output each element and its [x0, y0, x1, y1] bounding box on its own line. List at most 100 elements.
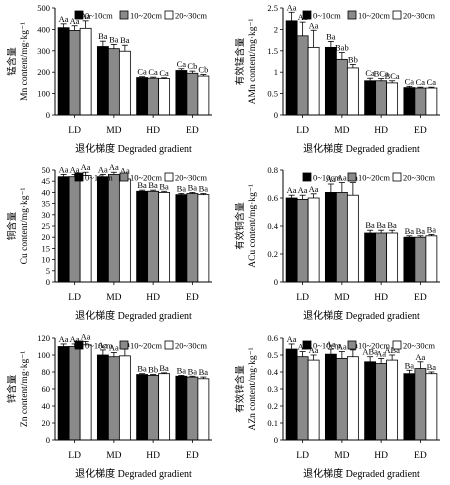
y-tick-label: 0.5: [267, 89, 278, 99]
bar: [158, 78, 171, 116]
bar: [197, 378, 210, 441]
bar: [147, 77, 160, 116]
x-tick-label: LD: [296, 293, 309, 303]
bar: [296, 356, 309, 441]
y-axis-title: AMn content/mg·kg⁻¹: [248, 19, 258, 105]
y-tick-label: 100: [37, 89, 50, 99]
significance-label: Aa: [70, 334, 80, 344]
legend-swatch: [302, 172, 312, 182]
bar: [118, 50, 131, 116]
bar: [386, 359, 399, 441]
y-tick-label: 400: [37, 24, 50, 34]
significance-label: Ba: [326, 31, 336, 41]
significance-label: BCa: [385, 71, 400, 81]
bar: [136, 77, 149, 116]
bar: [335, 191, 348, 283]
bar: [346, 67, 359, 116]
significance-label: Aa: [376, 348, 386, 358]
x-tick-label: ED: [186, 293, 199, 303]
significance-label: Bb: [348, 54, 358, 64]
y-axis-title: Zn content/mg·kg⁻¹: [20, 351, 30, 427]
bar: [324, 353, 337, 441]
legend-swatch: [119, 10, 129, 20]
significance-label: Aa: [337, 173, 347, 183]
bar: [79, 175, 92, 283]
y-tick-label: 5: [46, 266, 50, 276]
y-tick-label: 25: [42, 221, 51, 231]
y-tick-label: 0: [46, 110, 50, 120]
significance-label: Ca: [365, 68, 375, 78]
x-tick-label: HD: [374, 293, 388, 303]
significance-label: Ba: [188, 182, 198, 192]
significance-label: Ba: [427, 362, 437, 372]
y-tick-label: 15: [42, 243, 51, 253]
significance-label: Ba: [427, 224, 437, 234]
significance-label: Aa: [109, 162, 119, 172]
bar: [147, 374, 160, 441]
y-tick-label: 35: [42, 199, 51, 209]
bar: [175, 375, 188, 441]
bar: [386, 82, 399, 116]
bar: [403, 236, 416, 283]
bar: [158, 373, 171, 441]
significance-label: Ba: [159, 363, 169, 373]
y-tick-label: 30: [42, 210, 51, 220]
legend-swatch: [302, 10, 312, 20]
y-axis-title-cn: 有效锌含量: [234, 365, 246, 413]
bar: [96, 46, 109, 116]
significance-label: Ca: [137, 67, 147, 77]
legend-swatch: [392, 340, 402, 350]
y-tick-label: 0.4: [267, 367, 278, 377]
y-tick-label: 0.5: [267, 350, 278, 360]
bar: [68, 346, 81, 441]
legend-label: 20~30cm: [403, 11, 435, 21]
x-tick-label: LD: [296, 451, 309, 461]
significance-label: Aa: [70, 164, 80, 174]
significance-label: Ba: [177, 184, 187, 194]
significance-label: Bb: [148, 365, 158, 375]
y-tick-label: 1: [274, 67, 278, 77]
legend-swatch: [347, 172, 357, 182]
significance-label: Ba: [199, 367, 209, 377]
bar: [307, 46, 320, 116]
significance-label: Aa: [109, 342, 119, 352]
y-axis-title: Mn content/mg·kg⁻¹: [20, 22, 30, 101]
legend-label: 0~10cm: [313, 341, 341, 351]
significance-label: Aa: [309, 345, 319, 355]
bar: [57, 176, 70, 283]
bar: [118, 355, 131, 441]
bar: [403, 373, 416, 441]
significance-label: Cb: [187, 61, 197, 71]
legend-label: 10~20cm: [358, 173, 390, 183]
x-axis-title: 退化梯度 Degraded gradient: [75, 467, 192, 480]
y-axis-title: ACu content/mg·kg⁻¹: [248, 184, 258, 268]
significance-label: Ca: [405, 76, 415, 86]
bar: [285, 20, 298, 116]
x-axis-title: 退化梯度 Degraded gradient: [303, 142, 420, 155]
y-axis-title: Cu content/mg·kg⁻¹: [20, 187, 30, 264]
legend-label: 0~10cm: [85, 341, 113, 351]
bar: [307, 197, 320, 283]
significance-label: Ba: [177, 365, 187, 375]
y-tick-label: 0.6: [267, 333, 278, 343]
x-tick-label: MD: [106, 293, 121, 303]
significance-label: Aa: [59, 334, 69, 344]
significance-label: Aa: [59, 14, 69, 24]
bar: [425, 87, 438, 116]
x-tick-label: MD: [334, 293, 349, 303]
significance-label: Aa: [326, 174, 336, 184]
y-tick-label: 100: [37, 350, 50, 360]
legend-label: 0~10cm: [85, 11, 113, 21]
significance-label: Aa: [309, 184, 319, 194]
panel-2: 00.511.522.5AaBaCaCaAaBabBCaCaAaBbBCaCaL…: [234, 2, 440, 155]
bar: [136, 374, 149, 441]
bar: [364, 361, 377, 441]
y-tick-label: 0.8: [267, 165, 278, 175]
significance-label: Aa: [287, 334, 297, 344]
y-tick-label: 0.2: [267, 401, 278, 411]
significance-label: Aa: [337, 342, 347, 352]
x-tick-label: HD: [146, 293, 160, 303]
